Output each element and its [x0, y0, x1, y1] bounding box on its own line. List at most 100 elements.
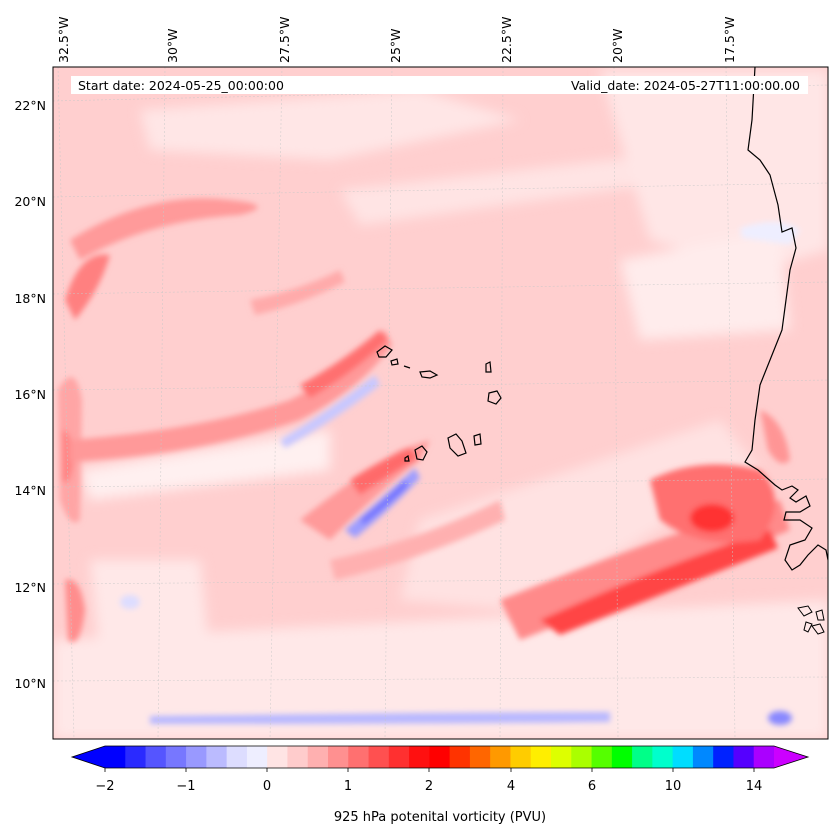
colorbar-cell [632, 746, 653, 768]
cape-verde-islands [376, 345, 502, 462]
pv-band-sw [65, 579, 85, 642]
pv-band-mauritania [760, 410, 790, 464]
colorbar-cell [753, 746, 775, 768]
colorbar-tick-label: 6 [588, 779, 596, 794]
pv-blob-senegal [650, 464, 775, 543]
neg-pv-streamer [360, 480, 408, 524]
colorbar-cell [226, 746, 248, 768]
light-zone [140, 90, 520, 160]
colorbar-cell [165, 746, 187, 768]
light-zone [400, 420, 760, 610]
colorbar-cell [490, 746, 512, 768]
lon-label: 17.5°W [722, 17, 737, 63]
colorbar-tick-label: 1 [344, 779, 352, 794]
pv-streamer-south [350, 448, 418, 495]
pv-streamer-north [70, 330, 392, 462]
lon-label: 32.5°W [56, 17, 71, 63]
colorbar-cell [206, 746, 228, 768]
neg-pv-blob [120, 595, 140, 609]
colorbar-cell [307, 746, 329, 768]
date-banner [71, 76, 808, 94]
colorbar-cell [287, 746, 309, 768]
map-frame [52, 66, 829, 740]
gridlines [53, 67, 828, 739]
colorbar-cell [591, 746, 613, 768]
colorbar-cell [388, 746, 410, 768]
lon-label: 25°W [388, 28, 403, 63]
lon-label: 22.5°W [499, 17, 514, 63]
start-date: Start date: 2024-05-25_00:00:00 [78, 78, 284, 93]
light-zone [90, 560, 210, 660]
pv-band-coast-core [540, 530, 778, 635]
colorbar-cell [713, 746, 735, 768]
light-zone [600, 70, 828, 270]
colorbar-tick-label: −1 [176, 779, 195, 794]
light-zone [620, 230, 790, 340]
colorbar-ticks: −2 −1 0 1 2 4 6 10 14 [95, 768, 762, 794]
colorbar-label: 925 hPa potenital vorticity (PVU) [334, 810, 546, 825]
colorbar-cell [692, 746, 714, 768]
potential-vorticity-field [53, 67, 828, 739]
colorbar-tick-label: 0 [263, 779, 271, 794]
colorbar-tick-label: −2 [95, 779, 114, 794]
colorbar-cell [551, 746, 572, 768]
colorbar-cell [672, 746, 694, 768]
colorbar-cell [530, 746, 552, 768]
lat-label: 20°N [14, 194, 46, 209]
neg-pv-streamer [280, 375, 380, 448]
colorbar-cell [246, 746, 268, 768]
colorbar-cell [469, 746, 491, 768]
pv-band-north [65, 254, 110, 320]
colorbar-cell [733, 746, 755, 768]
lon-label: 30°W [165, 28, 180, 63]
colorbar-extend-low [72, 746, 105, 768]
lat-label: 18°N [14, 291, 46, 306]
colorbar-cell [611, 746, 633, 768]
colorbar-cell [429, 746, 451, 768]
colorbar-tick-label: 14 [746, 779, 763, 794]
colorbar-cell [267, 746, 289, 768]
african-coastline [744, 67, 828, 571]
neg-pv-patch [740, 221, 800, 245]
colorbar-cell [328, 746, 349, 768]
colorbar-cell [145, 746, 167, 768]
light-zone [80, 430, 330, 500]
colorbar-tick-label: 2 [425, 779, 433, 794]
pv-blob-core [690, 504, 734, 532]
longitude-labels: 32.5°W 30°W 27.5°W 25°W 22.5°W 20°W 17.5… [56, 17, 737, 63]
lat-label: 12°N [14, 580, 46, 595]
neg-pv-band [150, 712, 610, 724]
colorbar-cell [652, 746, 674, 768]
coast-islands [797, 605, 825, 635]
light-zone [340, 150, 720, 225]
lat-label: 16°N [14, 387, 46, 402]
valid-date: Valid_date: 2024-05-27T11:00:00.00 [571, 78, 800, 93]
colorbar-cell [348, 746, 370, 768]
colorbar-tick-label: 10 [665, 779, 682, 794]
colorbar-cell [105, 746, 126, 768]
lat-label: 10°N [14, 676, 46, 691]
colorbar-cell [571, 746, 593, 768]
pv-band-mid [250, 270, 345, 315]
colorbar-extend-high [774, 746, 808, 768]
colorbar-cells [105, 746, 775, 768]
colorbar-cell [125, 746, 147, 768]
lat-label: 14°N [14, 483, 46, 498]
pv-band-south [330, 500, 505, 580]
colorbar-cell [449, 746, 471, 768]
colorbar: −2 −1 0 1 2 4 6 10 14 925 hPa potenital vorticit… [70, 745, 810, 825]
neg-pv-blob [768, 711, 792, 725]
lat-label: 22°N [14, 98, 46, 113]
colorbar-cell [186, 746, 207, 768]
pv-streamer-north [300, 330, 388, 398]
latitude-labels: 22°N 20°N 18°N 16°N 14°N 12°N 10°N [14, 98, 46, 691]
pv-band-north [70, 198, 258, 260]
lon-label: 27.5°W [277, 17, 292, 63]
lon-label: 20°W [610, 28, 625, 63]
colorbar-cell [368, 746, 390, 768]
colorbar-cell [409, 746, 430, 768]
colorbar-cell [510, 746, 532, 768]
colorbar-tick-label: 4 [507, 779, 515, 794]
light-zone [53, 600, 828, 739]
